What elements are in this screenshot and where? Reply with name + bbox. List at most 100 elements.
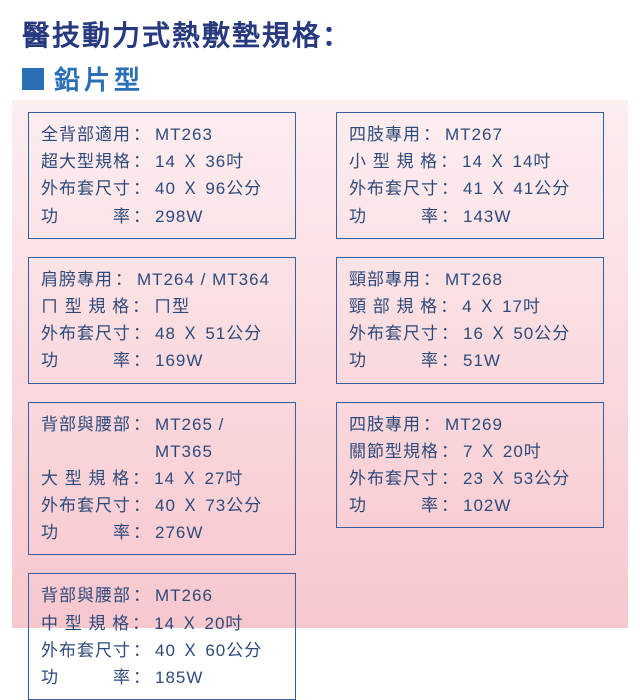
spec-value: MT267 — [445, 121, 503, 148]
spec-value: 14 Ｘ 36吋 — [155, 148, 244, 175]
spec-label: 功 率 — [349, 347, 439, 374]
colon: ： — [439, 347, 463, 374]
spec-label: ㄇ 型 規 格 — [41, 293, 130, 320]
spec-value: ㄇ型 — [154, 293, 190, 320]
spec-label: 頸 部 規 格 — [349, 293, 438, 320]
spec-label: 頸部專用 — [349, 266, 421, 293]
spec-row: 功 率：143W — [349, 203, 593, 230]
spec-label: 全背部適用 — [41, 121, 131, 148]
spec-row: 四肢專用：MT267 — [349, 121, 593, 148]
spec-label: 背部與腰部 — [41, 582, 131, 609]
spec-label: 功 率 — [41, 519, 131, 546]
spec-card: 全背部適用：MT263超大型規格：14 Ｘ 36吋外布套尺寸：40 Ｘ 96公分… — [28, 112, 296, 239]
spec-row: 小 型 規 格：14 Ｘ 14吋 — [349, 148, 593, 175]
spec-label: 外布套尺寸 — [41, 175, 131, 202]
spec-value: 143W — [463, 203, 511, 230]
spec-sheet: 醫技動力式熱敷墊規格： 鉛片型 全背部適用：MT263超大型規格：14 Ｘ 36… — [0, 0, 640, 640]
spec-label: 外布套尺寸 — [349, 465, 439, 492]
spec-value: 4 Ｘ 17吋 — [462, 293, 541, 320]
spec-value: 40 Ｘ 96公分 — [155, 175, 262, 202]
spec-label: 功 率 — [349, 492, 439, 519]
spec-value: MT268 — [445, 266, 503, 293]
spec-row: 外布套尺寸：41 Ｘ 41公分 — [349, 175, 593, 202]
spec-row: 功 率：298W — [41, 203, 285, 230]
spec-card: 頸部專用：MT268頸 部 規 格：4 Ｘ 17吋外布套尺寸：16 Ｘ 50公分… — [336, 257, 604, 384]
spec-row: 頸部專用：MT268 — [349, 266, 593, 293]
spec-row: 大 型 規 格：14 Ｘ 27吋 — [41, 465, 285, 492]
colon: ： — [131, 347, 155, 374]
spec-value: 48 Ｘ 51公分 — [155, 320, 262, 347]
page-title: 醫技動力式熱敷墊規格： — [0, 0, 640, 60]
spec-label: 外布套尺寸 — [41, 492, 131, 519]
colon: ： — [439, 320, 463, 347]
spec-value: 14 Ｘ 14吋 — [462, 148, 551, 175]
spec-row: 外布套尺寸：40 Ｘ 60公分 — [41, 637, 285, 664]
spec-label: 功 率 — [41, 347, 131, 374]
spec-value: MT269 — [445, 411, 503, 438]
spec-label: 超大型規格 — [41, 148, 131, 175]
spec-card: 四肢專用：MT269關節型規格：7 Ｘ 20吋外布套尺寸：23 Ｘ 53公分功 … — [336, 402, 604, 529]
spec-row: 功 率：169W — [41, 347, 285, 374]
colon: ： — [438, 148, 462, 175]
colon: ： — [439, 175, 463, 202]
square-bullet-icon — [22, 68, 44, 90]
spec-column-right: 四肢專用：MT267小 型 規 格：14 Ｘ 14吋外布套尺寸：41 Ｘ 41公… — [336, 112, 604, 700]
colon: ： — [439, 465, 463, 492]
spec-label: 外布套尺寸 — [41, 320, 131, 347]
spec-row: 全背部適用：MT263 — [41, 121, 285, 148]
spec-value: 298W — [155, 203, 203, 230]
spec-label: 關節型規格 — [349, 438, 439, 465]
spec-label: 外布套尺寸 — [349, 320, 439, 347]
spec-value: 14 Ｘ 20吋 — [154, 610, 243, 637]
spec-label: 功 率 — [349, 203, 439, 230]
spec-label: 外布套尺寸 — [349, 175, 439, 202]
spec-row: 外布套尺寸：23 Ｘ 53公分 — [349, 465, 593, 492]
colon: ： — [131, 320, 155, 347]
spec-value: 169W — [155, 347, 203, 374]
spec-row: 頸 部 規 格：4 Ｘ 17吋 — [349, 293, 593, 320]
spec-label: 背部與腰部 — [41, 411, 131, 465]
spec-column-left: 全背部適用：MT263超大型規格：14 Ｘ 36吋外布套尺寸：40 Ｘ 96公分… — [28, 112, 296, 700]
colon: ： — [113, 266, 137, 293]
spec-label: 外布套尺寸 — [41, 637, 131, 664]
spec-label: 小 型 規 格 — [349, 148, 438, 175]
spec-value: MT264 / MT364 — [137, 266, 270, 293]
spec-value: 185W — [155, 664, 203, 691]
colon: ： — [130, 465, 154, 492]
colon: ： — [131, 519, 155, 546]
spec-row: 背部與腰部：MT265 / MT365 — [41, 411, 285, 465]
spec-row: 外布套尺寸：40 Ｘ 96公分 — [41, 175, 285, 202]
spec-value: 16 Ｘ 50公分 — [463, 320, 570, 347]
colon: ： — [421, 411, 445, 438]
spec-row: 肩膀專用：MT264 / MT364 — [41, 266, 285, 293]
spec-label: 中 型 規 格 — [41, 610, 130, 637]
colon: ： — [421, 266, 445, 293]
colon: ： — [131, 203, 155, 230]
spec-label: 大 型 規 格 — [41, 465, 130, 492]
spec-row: 中 型 規 格：14 Ｘ 20吋 — [41, 610, 285, 637]
spec-value: 14 Ｘ 27吋 — [154, 465, 243, 492]
spec-label: 功 率 — [41, 203, 131, 230]
colon: ： — [130, 610, 154, 637]
spec-grid: 全背部適用：MT263超大型規格：14 Ｘ 36吋外布套尺寸：40 Ｘ 96公分… — [28, 112, 604, 700]
colon: ： — [131, 582, 155, 609]
colon: ： — [438, 293, 462, 320]
spec-label: 肩膀專用 — [41, 266, 113, 293]
spec-value: 41 Ｘ 41公分 — [463, 175, 570, 202]
spec-label: 四肢專用 — [349, 121, 421, 148]
spec-row: 關節型規格：7 Ｘ 20吋 — [349, 438, 593, 465]
colon: ： — [130, 293, 154, 320]
spec-row: 外布套尺寸：16 Ｘ 50公分 — [349, 320, 593, 347]
spec-row: 外布套尺寸：40 Ｘ 73公分 — [41, 492, 285, 519]
spec-value: 7 Ｘ 20吋 — [463, 438, 542, 465]
colon: ： — [131, 121, 155, 148]
spec-value: MT265 / MT365 — [155, 411, 285, 465]
spec-card: 背部與腰部：MT266中 型 規 格：14 Ｘ 20吋外布套尺寸：40 Ｘ 60… — [28, 573, 296, 700]
spec-row: 功 率：102W — [349, 492, 593, 519]
spec-row: 四肢專用：MT269 — [349, 411, 593, 438]
colon: ： — [439, 203, 463, 230]
colon: ： — [131, 411, 155, 465]
colon: ： — [131, 175, 155, 202]
spec-card: 背部與腰部：MT265 / MT365大 型 規 格：14 Ｘ 27吋外布套尺寸… — [28, 402, 296, 556]
spec-card: 肩膀專用：MT264 / MT364ㄇ 型 規 格：ㄇ型外布套尺寸：48 Ｘ 5… — [28, 257, 296, 384]
